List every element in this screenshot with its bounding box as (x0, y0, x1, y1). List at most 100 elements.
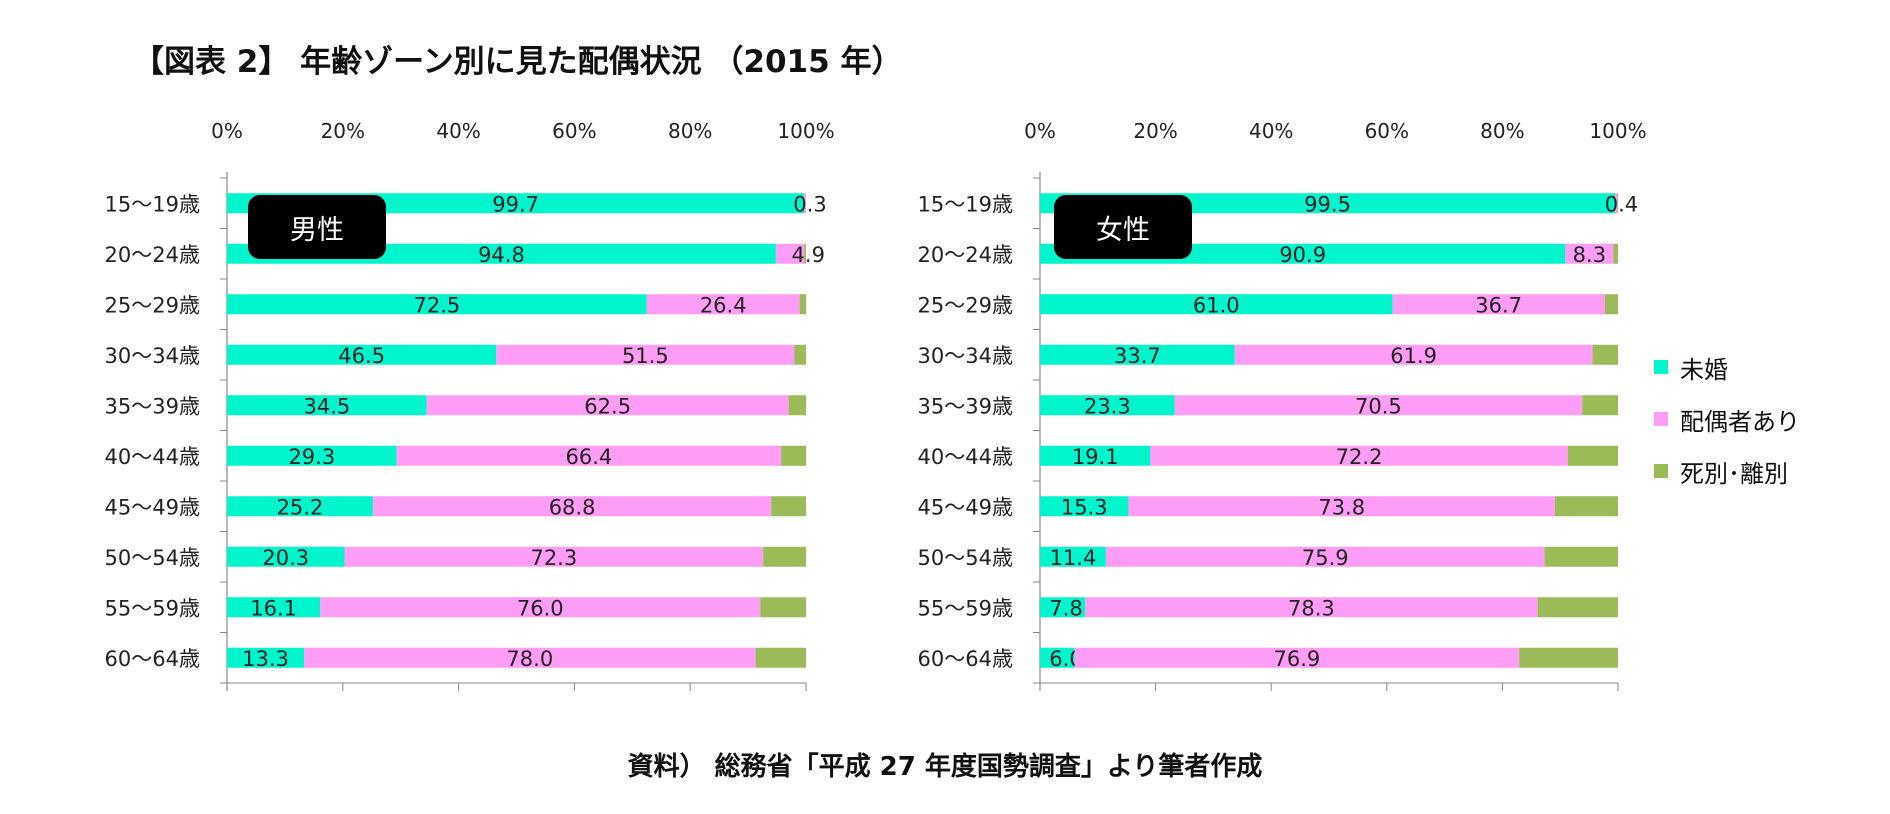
female-data-label-unmarried: 90.9 (1279, 243, 1326, 267)
male-category-label: 55～59歳 (105, 596, 200, 620)
legend-swatch-married (1654, 412, 1668, 426)
female-bar-widowed-divorced (1613, 243, 1618, 264)
male-axis-tick-label: 20% (321, 119, 365, 143)
female-bar-widowed-divorced (1567, 445, 1618, 466)
male-bar-unmarried (227, 294, 647, 315)
male-axis-tick-label: 100% (777, 119, 834, 143)
male-bar-married (804, 193, 806, 214)
female-data-label-unmarried: 99.5 (1304, 192, 1351, 216)
male-data-label-unmarried: 46.5 (338, 344, 385, 368)
male-bar-married (775, 243, 805, 264)
female-bar-married (1174, 395, 1583, 416)
female-data-label-married: 0.4 (1605, 192, 1638, 216)
female-category-label: 35～39歳 (918, 394, 1013, 418)
male-axis-tick-label: 80% (668, 119, 712, 143)
male-bar-widowed-divorced (794, 344, 806, 365)
male-category-label: 50～54歳 (105, 546, 200, 570)
male-category-label: 60～64歳 (105, 647, 200, 671)
female-axis-tick-label: 100% (1589, 119, 1646, 143)
female-data-label-married: 78.3 (1288, 596, 1335, 620)
female-bar-unmarried (1040, 395, 1175, 416)
female-category-label: 55～59歳 (918, 596, 1013, 620)
female-bar-unmarried (1040, 445, 1151, 466)
female-category-label: 30～34歳 (918, 344, 1013, 368)
female-data-label-married: 8.3 (1573, 243, 1606, 267)
male-data-label-married: 76.0 (517, 596, 564, 620)
male-bar-unmarried (227, 496, 373, 517)
male-bar-widowed-divorced (760, 597, 806, 618)
male-data-label-unmarried: 13.3 (242, 647, 289, 671)
female-data-label-unmarried: 19.1 (1072, 445, 1119, 469)
male-category-label: 35～39歳 (105, 394, 200, 418)
female-bar-married (1074, 647, 1520, 668)
male-bar-married (344, 546, 764, 567)
male-bar-widowed-divorced (755, 647, 806, 668)
female-data-label-unmarried: 15.3 (1061, 495, 1108, 519)
legend-swatch-unmarried (1654, 360, 1668, 374)
male-category-label: 15～19歳 (105, 192, 200, 216)
female-data-label-married: 61.9 (1390, 344, 1437, 368)
source-note: 資料） 総務省「平成 27 年度国勢調査」より筆者作成 (627, 752, 1263, 782)
female-bar-married (1392, 294, 1605, 315)
legend-swatch-widowed-divorced (1654, 464, 1668, 478)
male-data-label-unmarried: 20.3 (262, 546, 309, 570)
male-data-label-married: 4.9 (792, 243, 825, 267)
male-category-label: 25～29歳 (105, 293, 200, 317)
female-category-label: 45～49歳 (918, 495, 1013, 519)
female-bar-widowed-divorced (1617, 193, 1618, 214)
male-bar-married (396, 445, 782, 466)
female-data-label-unmarried: 7.8 (1049, 596, 1082, 620)
female-axis-tick-label: 40% (1249, 119, 1293, 143)
male-axis-tick-label: 0% (211, 119, 243, 143)
female-bar-unmarried (1040, 647, 1075, 668)
female-bar-widowed-divorced (1554, 496, 1618, 517)
female-bar-married (1105, 546, 1545, 567)
female-bar-widowed-divorced (1604, 294, 1618, 315)
female-bar-widowed-divorced (1592, 344, 1618, 365)
male-bar-widowed-divorced (788, 395, 806, 416)
female-category-label: 40～44歳 (918, 445, 1013, 469)
page-title: 【図表 2】 年齢ゾーン別に見た配偶状況 （2015 年） (133, 44, 903, 80)
female-data-label-married: 75.9 (1302, 546, 1349, 570)
female-bar-widowed-divorced (1519, 647, 1618, 668)
male-data-label-unmarried: 25.2 (277, 495, 324, 519)
female-bar-married (1234, 344, 1593, 365)
female-data-label-married: 73.8 (1318, 495, 1365, 519)
female-data-label-unmarried: 11.4 (1050, 546, 1097, 570)
male-data-label-married: 68.8 (549, 495, 596, 519)
female-category-label: 20～24歳 (918, 243, 1013, 267)
female-axis-tick-label: 0% (1024, 119, 1056, 143)
male-bar-unmarried (227, 647, 305, 668)
female-axis-tick-label: 20% (1133, 119, 1177, 143)
female-bar-married (1150, 445, 1568, 466)
female-bar-unmarried (1040, 496, 1129, 517)
female-bar-unmarried (1040, 344, 1235, 365)
legend-label-married: 配偶者あり (1680, 408, 1800, 436)
male-bar-unmarried (227, 395, 427, 416)
male-bar-unmarried (227, 344, 497, 365)
female-data-label-married: 36.7 (1475, 293, 1522, 317)
male-data-label-unmarried: 72.5 (414, 293, 461, 317)
female-category-label: 15～19歳 (918, 192, 1013, 216)
male-data-label-married: 0.3 (793, 192, 826, 216)
male-bar-widowed-divorced (763, 546, 806, 567)
male-panel-badge: 男性 (248, 195, 386, 259)
legend-label-unmarried: 未婚 (1680, 356, 1728, 384)
male-data-label-married: 26.4 (700, 293, 747, 317)
male-bar-unmarried (227, 445, 397, 466)
male-category-label: 20～24歳 (105, 243, 200, 267)
male-bar-married (320, 597, 761, 618)
male-category-label: 30～34歳 (105, 344, 200, 368)
legend-label-widowed-divorced: 死別･離別 (1680, 460, 1788, 488)
female-data-label-unmarried: 23.3 (1084, 394, 1131, 418)
female-bar-widowed-divorced (1582, 395, 1618, 416)
female-category-label: 50～54歳 (918, 546, 1013, 570)
male-category-label: 40～44歳 (105, 445, 200, 469)
female-bar-married (1085, 597, 1538, 618)
male-bar-widowed-divorced (781, 445, 806, 466)
male-data-label-married: 72.3 (530, 546, 577, 570)
female-category-label: 25～29歳 (918, 293, 1013, 317)
female-bar-married (1615, 193, 1618, 214)
male-bar-widowed-divorced (771, 496, 806, 517)
